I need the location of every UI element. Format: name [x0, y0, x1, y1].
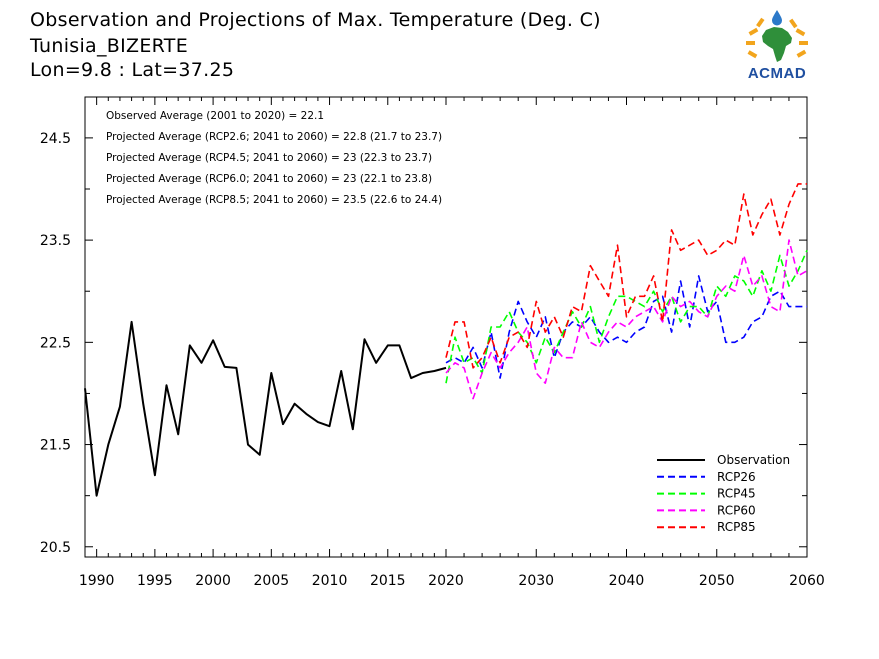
station-coordinates: Lon=9.8 : Lat=37.25	[30, 59, 235, 81]
plot-frame	[84, 96, 808, 558]
x-tick-label: 1990	[79, 573, 115, 589]
x-tick-label: 2000	[195, 573, 231, 589]
series-line-rcp45	[445, 249, 808, 384]
logo-text: ACMAD	[747, 65, 807, 82]
x-tick-label: 2050	[699, 573, 735, 589]
acmad-logo: ACMAD	[736, 8, 818, 84]
legend-label: Observation	[717, 453, 790, 467]
series-line-rcp60	[445, 239, 808, 400]
x-tick-label: 2040	[609, 573, 645, 589]
legend-label: RCP60	[717, 503, 756, 517]
x-tick-label: 1995	[137, 573, 173, 589]
series-line-rcp85	[445, 183, 807, 369]
x-tick-label: 2060	[789, 573, 825, 589]
legend-label: RCP85	[717, 520, 756, 534]
legend-label: RCP26	[717, 470, 756, 484]
y-tick-label: 24.5	[40, 131, 71, 147]
x-tick-label: 2030	[518, 573, 554, 589]
series-line-rcp26	[445, 275, 807, 379]
series-line-observation	[84, 320, 447, 497]
y-tick-label: 21.5	[40, 438, 71, 454]
annotation-line: Observed Average (2001 to 2020) = 22.1	[106, 110, 324, 122]
x-tick-label: 2005	[254, 573, 290, 589]
chart-title: Observation and Projections of Max. Temp…	[30, 9, 601, 31]
x-tick-label: 2020	[428, 573, 464, 589]
x-tick-label: 2015	[370, 573, 406, 589]
x-tick-label: 2010	[312, 573, 348, 589]
y-tick-label: 20.5	[40, 540, 71, 556]
annotation-line: Projected Average (RCP4.5; 2041 to 2060)…	[106, 152, 432, 164]
annotation-line: Projected Average (RCP8.5; 2041 to 2060)…	[106, 194, 442, 206]
legend-label: RCP45	[717, 487, 756, 501]
y-tick-label: 23.5	[40, 233, 71, 249]
station-name: Tunisia_BIZERTE	[30, 35, 188, 57]
annotation-line: Projected Average (RCP6.0; 2041 to 2060)…	[106, 173, 432, 185]
annotation-line: Projected Average (RCP2.6; 2041 to 2060)…	[106, 131, 442, 143]
y-tick-label: 22.5	[40, 335, 71, 351]
africa-map-logo-icon	[746, 10, 808, 62]
